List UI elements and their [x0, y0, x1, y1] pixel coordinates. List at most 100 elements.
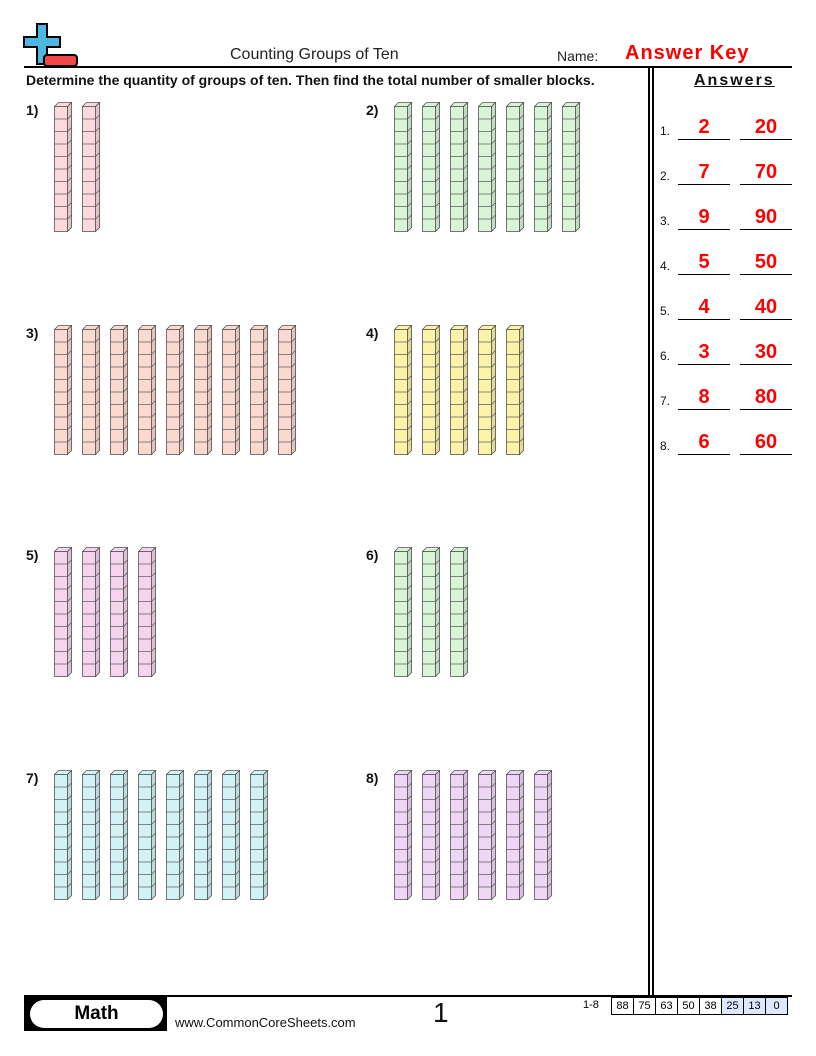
problem-label: 4) — [366, 325, 379, 341]
ten-rod — [82, 770, 101, 901]
answer-row: 1. 2 20 — [660, 110, 792, 140]
answer-row: 5. 4 40 — [660, 290, 792, 320]
answer-number: 7. — [660, 394, 671, 408]
ten-rod — [506, 102, 525, 233]
total-answer: 50 — [740, 251, 792, 275]
ten-rod — [422, 770, 441, 901]
answer-number: 5. — [660, 304, 671, 318]
groups-answer: 4 — [678, 296, 730, 320]
header-divider — [24, 66, 792, 68]
instructions: Determine the quantity of groups of ten.… — [26, 72, 595, 88]
answer-number: 6. — [660, 349, 671, 363]
ten-rod — [222, 770, 241, 901]
footer-divider — [24, 995, 792, 997]
ten-rod — [166, 770, 185, 901]
ten-rod — [506, 325, 525, 456]
name-value: Answer Key — [625, 42, 750, 64]
score-cell: 75 — [634, 998, 656, 1014]
answer-row: 2. 7 70 — [660, 155, 792, 185]
score-cell: 38 — [700, 998, 722, 1014]
ten-rod — [138, 325, 157, 456]
score-table: 88 75 63 50 38 25 13 0 — [611, 997, 788, 1015]
plus-minus-logo — [23, 23, 78, 67]
ten-rod — [534, 770, 553, 901]
groups-answer: 8 — [678, 386, 730, 410]
ten-rod — [54, 325, 73, 456]
ten-rod — [450, 102, 469, 233]
groups-answer: 7 — [678, 161, 730, 185]
page-number: 1 — [433, 997, 449, 1028]
problem-label: 8) — [366, 770, 379, 786]
ten-rod — [54, 102, 73, 233]
ten-rod — [422, 325, 441, 456]
answer-number: 1. — [660, 124, 671, 138]
site-url: www.CommonCoreSheets.com — [175, 1015, 356, 1030]
column-divider — [652, 68, 654, 996]
ten-rod — [450, 547, 469, 678]
ten-rod — [82, 102, 101, 233]
ten-rod — [110, 325, 129, 456]
problem-label: 1) — [26, 102, 39, 118]
ten-rod — [506, 770, 525, 901]
answer-number: 4. — [660, 259, 671, 273]
total-answer: 70 — [740, 161, 792, 185]
answer-row: 6. 3 30 — [660, 335, 792, 365]
ten-rod — [450, 325, 469, 456]
ten-rod — [82, 325, 101, 456]
groups-answer: 5 — [678, 251, 730, 275]
score-range: 1-8 — [583, 999, 599, 1011]
ten-rod — [110, 547, 129, 678]
ten-rod — [422, 547, 441, 678]
groups-answer: 2 — [678, 116, 730, 140]
ten-rod — [166, 325, 185, 456]
ten-rod — [478, 325, 497, 456]
ten-rod — [394, 102, 413, 233]
answer-row: 8. 6 60 — [660, 425, 792, 455]
total-answer: 40 — [740, 296, 792, 320]
page-title: Counting Groups of Ten — [230, 46, 399, 63]
ten-rod — [562, 102, 581, 233]
score-cell: 88 — [612, 998, 634, 1014]
ten-rod — [138, 770, 157, 901]
total-answer: 60 — [740, 431, 792, 455]
problem-label: 5) — [26, 547, 39, 563]
subject-label: Math — [30, 1000, 163, 1028]
total-answer: 20 — [740, 116, 792, 140]
problem-label: 6) — [366, 547, 379, 563]
answer-row: 4. 5 50 — [660, 245, 792, 275]
ten-rod — [250, 325, 269, 456]
groups-answer: 3 — [678, 341, 730, 365]
ten-rod — [278, 325, 297, 456]
score-cell: 13 — [744, 998, 766, 1014]
ten-rod — [194, 770, 213, 901]
ten-rod — [250, 770, 269, 901]
ten-rod — [478, 770, 497, 901]
groups-answer: 6 — [678, 431, 730, 455]
score-cell: 25 — [722, 998, 744, 1014]
answer-number: 3. — [660, 214, 671, 228]
answer-row: 3. 9 90 — [660, 200, 792, 230]
problem-label: 7) — [26, 770, 39, 786]
ten-rod — [222, 325, 241, 456]
column-divider — [648, 68, 650, 996]
ten-rod — [138, 547, 157, 678]
ten-rod — [394, 770, 413, 901]
groups-answer: 9 — [678, 206, 730, 230]
ten-rod — [110, 770, 129, 901]
problem-label: 3) — [26, 325, 39, 341]
answer-number: 8. — [660, 439, 671, 453]
ten-rod — [450, 770, 469, 901]
total-answer: 80 — [740, 386, 792, 410]
ten-rod — [534, 102, 553, 233]
score-cell: 0 — [766, 998, 787, 1014]
ten-rod — [394, 325, 413, 456]
answer-number: 2. — [660, 169, 671, 183]
total-answer: 30 — [740, 341, 792, 365]
ten-rod — [54, 547, 73, 678]
ten-rod — [478, 102, 497, 233]
ten-rod — [394, 547, 413, 678]
ten-rod — [82, 547, 101, 678]
ten-rod — [194, 325, 213, 456]
score-cell: 50 — [678, 998, 700, 1014]
